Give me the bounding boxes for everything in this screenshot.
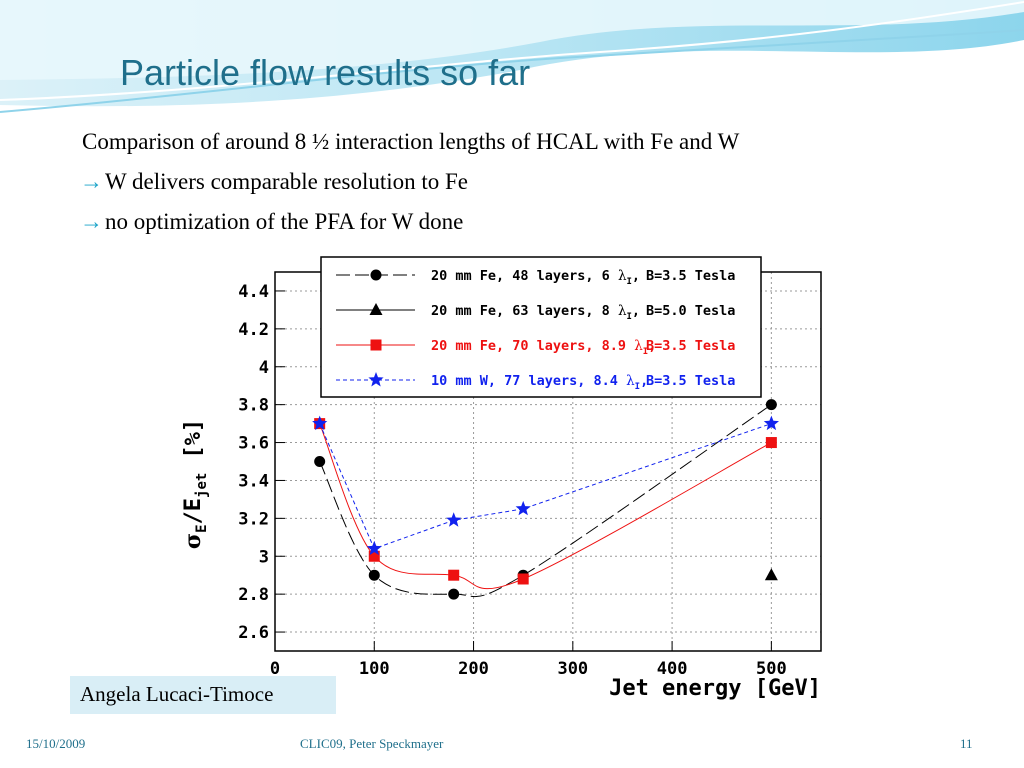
- svg-text:σE/Ejet[%]: σE/Ejet [%]: [180, 419, 210, 549]
- x-axis-label: Jet energy [GeV]: [609, 676, 821, 701]
- x-tick-label: 100: [359, 659, 390, 679]
- bullet-line: →no optimization of the PFA for W done: [80, 202, 739, 242]
- footer-center: CLIC09, Peter Speckmayer: [300, 736, 444, 751]
- data-point: [369, 303, 383, 315]
- data-point: [446, 512, 462, 527]
- bullet-text: Comparison of around 8 ½ interaction len…: [82, 129, 740, 154]
- legend-label: 20 mm Fe, 63 layers, 8 λI, B=5.0 Tesla: [431, 303, 735, 322]
- arrow-icon: →: [80, 169, 103, 194]
- footer-page-number: 11: [960, 736, 973, 751]
- data-point: [515, 500, 531, 516]
- x-tick-label: 200: [458, 659, 489, 679]
- data-point: [517, 573, 529, 585]
- legend-label: 20 mm Fe, 70 layers, 8.9 λI,B=3.5 Tesla: [431, 338, 735, 357]
- arrow-icon: →: [80, 209, 103, 234]
- data-point: [314, 456, 326, 467]
- bullet-list: Comparison of around 8 ½ interaction len…: [80, 122, 739, 242]
- y-tick-label: 4: [259, 358, 269, 378]
- author-box: Angela Lucaci-Timoce: [70, 676, 336, 714]
- bullet-line: →W delivers comparable resolution to Fe: [80, 162, 739, 202]
- y-axis-label-sub2: jet: [194, 473, 210, 498]
- y-axis-label-sigma: σ: [180, 533, 206, 549]
- y-tick-label: 4.4: [238, 282, 269, 302]
- data-point: [368, 569, 380, 581]
- legend-label: 20 mm Fe, 48 layers, 6 λI, B=3.5 Tesla: [431, 268, 735, 287]
- y-tick-label: 2.8: [238, 585, 269, 605]
- chart-legend: 20 mm Fe, 48 layers, 6 λI, B=3.5 Tesla 20 …: [320, 256, 762, 398]
- y-tick-label: 2.6: [238, 623, 269, 643]
- data-point: [366, 540, 382, 556]
- bullet-text: W delivers comparable resolution to Fe: [105, 169, 469, 194]
- data-point: [312, 415, 328, 431]
- x-tick-label: 300: [557, 659, 588, 679]
- footer-date: 15/10/2009: [26, 736, 86, 751]
- x-tick-label: 400: [657, 659, 688, 679]
- slide-title: Particle flow results so far: [120, 52, 531, 93]
- series-group: [312, 415, 779, 556]
- y-tick-label: 3: [259, 547, 269, 567]
- y-axis-label-mid: /E: [181, 498, 206, 525]
- data-point: [448, 588, 460, 600]
- chart-axes: 0 100 200 300 400 500 2.6 2.8 3 3.2 3.4 3.6 3.8 4 4.2 4…: [238, 282, 786, 679]
- resolution-chart: 0 100 200 300 400 500 2.6 2.8 3 3.2 3.4 3.6 3.8 4 4.2 4…: [160, 244, 855, 714]
- chart-series: [312, 399, 779, 600]
- data-point: [448, 569, 460, 581]
- series-line: [319, 404, 772, 598]
- x-tick-label: 500: [756, 659, 787, 679]
- series-line: [319, 423, 772, 590]
- legend-box: [320, 256, 762, 398]
- y-tick-label: 3.2: [238, 509, 269, 529]
- y-axis-label-unit: [%]: [181, 419, 206, 459]
- data-point: [368, 550, 380, 562]
- legend-label: 10 mm W, 77 layers, 8.4 λI,B=3.5 Tesla: [431, 373, 735, 392]
- data-point: [765, 437, 777, 449]
- bullet-text: no optimization of the PFA for W done: [105, 209, 464, 234]
- chart-grid: [274, 272, 821, 651]
- series-group: [764, 568, 778, 581]
- x-tick-label: 0: [270, 659, 280, 679]
- data-point: [764, 568, 778, 581]
- y-axis-label: σE/Ejet [%]: [180, 419, 210, 549]
- bullet-line: Comparison of around 8 ½ interaction len…: [80, 122, 739, 162]
- y-tick-label: 4.2: [238, 320, 269, 340]
- y-tick-label: 3.4: [238, 471, 269, 491]
- y-tick-label: 3.8: [238, 396, 269, 416]
- y-tick-label: 3.6: [238, 434, 269, 454]
- data-point: [370, 269, 382, 281]
- data-point: [370, 339, 382, 351]
- data-point: [763, 415, 779, 431]
- data-point: [368, 372, 384, 387]
- header-wave-decoration: [0, 0, 1024, 113]
- data-point: [765, 399, 777, 411]
- y-axis-label-sub: E: [194, 524, 210, 532]
